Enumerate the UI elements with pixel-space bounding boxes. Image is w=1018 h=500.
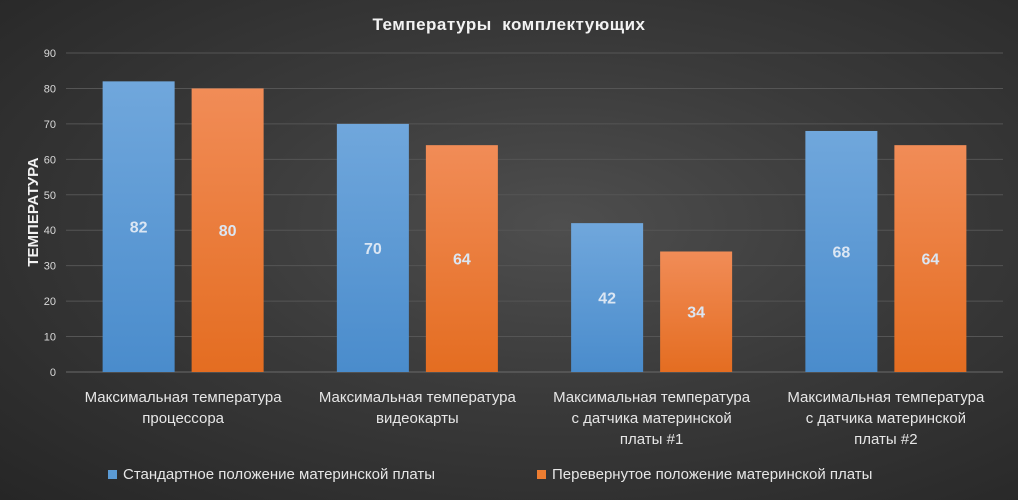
bar-standard xyxy=(805,130,878,372)
x-tick-label: Максимальная температура xyxy=(319,389,517,406)
bar-standard xyxy=(336,123,409,372)
data-label: 80 xyxy=(219,223,237,240)
x-tick-label: Максимальная температура xyxy=(553,389,751,406)
x-tick-label: платы #1 xyxy=(620,431,683,448)
data-label: 34 xyxy=(687,305,705,322)
y-tick-label: 0 xyxy=(50,367,56,379)
chart-title: Температуры комплектующих xyxy=(372,15,645,34)
bar-flipped xyxy=(660,251,733,372)
y-tick-label: 80 xyxy=(44,83,56,95)
data-label: 82 xyxy=(130,220,148,237)
data-label: 64 xyxy=(921,252,939,269)
y-tick-label: 70 xyxy=(44,119,56,131)
legend-swatch xyxy=(537,470,546,479)
y-axis-label: ТЕМПЕРАТУРА xyxy=(25,157,42,266)
x-tick-label: процессора xyxy=(142,410,224,427)
legend-label: Перевернутое положение материнской платы xyxy=(552,466,872,483)
bar-flipped xyxy=(425,145,498,372)
y-tick-label: 10 xyxy=(44,332,56,344)
x-tick-label: платы #2 xyxy=(854,431,917,448)
legend-swatch xyxy=(108,470,117,479)
y-tick-label: 20 xyxy=(44,296,56,308)
x-tick-label: Максимальная температура xyxy=(85,389,283,406)
y-tick-label: 40 xyxy=(44,225,56,237)
x-tick-label: с датчика материнской xyxy=(806,410,966,427)
data-label: 70 xyxy=(364,241,382,258)
data-label: 42 xyxy=(598,291,616,308)
x-tick-label: Максимальная температура xyxy=(787,389,985,406)
x-tick-label: с датчика материнской xyxy=(572,410,732,427)
bar-standard xyxy=(102,81,175,372)
legend-label: Стандартное положение материнской платы xyxy=(123,466,435,483)
data-label: 64 xyxy=(453,252,471,269)
y-tick-label: 60 xyxy=(44,154,56,166)
bar-flipped xyxy=(191,88,264,372)
y-tick-label: 50 xyxy=(44,190,56,202)
x-tick-label: видеокарты xyxy=(376,410,459,427)
bar-standard xyxy=(571,223,644,372)
bar-flipped xyxy=(894,145,967,372)
data-label: 68 xyxy=(832,244,850,261)
y-tick-label: 90 xyxy=(44,48,56,60)
y-tick-label: 30 xyxy=(44,261,56,273)
